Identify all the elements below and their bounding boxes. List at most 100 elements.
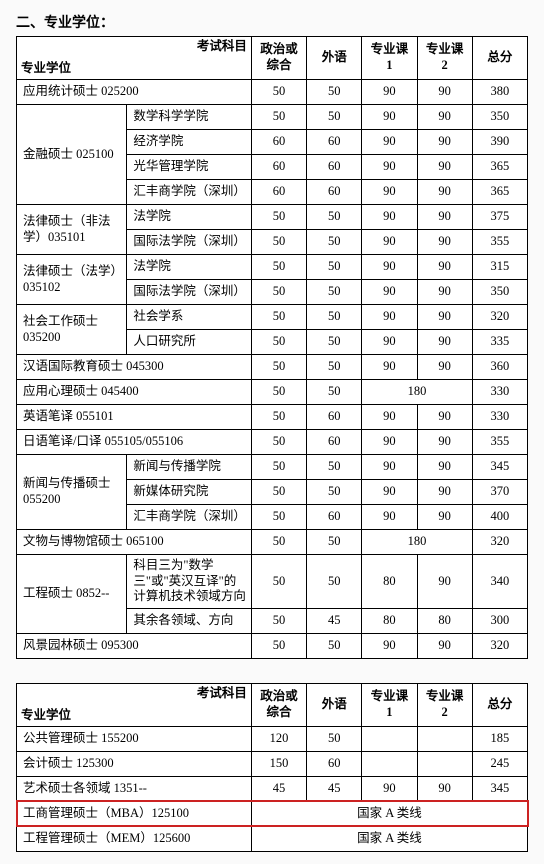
col-major1: 专业课 1 <box>362 683 417 726</box>
table-row: 汉语国际教育硕士 045300 50509090360 <box>17 355 528 380</box>
score-cell: 50 <box>307 726 362 751</box>
degree-cell: 艺术硕士各领域 1351-- <box>17 776 252 801</box>
degree-cell: 风景园林硕士 095300 <box>17 633 252 658</box>
score-cell: 50 <box>251 230 306 255</box>
score-cell: 90 <box>362 130 417 155</box>
score-cell: 90 <box>362 505 417 530</box>
score-cell: 90 <box>362 633 417 658</box>
degree-cell: 法律硕士（法学）035102 <box>17 255 127 305</box>
score-cell <box>417 751 472 776</box>
score-cell: 340 <box>472 555 527 609</box>
degree-cell: 公共管理硕士 155200 <box>17 726 252 751</box>
score-cell: 90 <box>417 205 472 230</box>
score-cell: 90 <box>417 180 472 205</box>
table-row-highlight: 工商管理硕士（MBA）125100 国家 A 类线 <box>17 801 528 826</box>
score-cell: 50 <box>251 305 306 330</box>
score-cell: 50 <box>251 330 306 355</box>
score-cell: 50 <box>251 555 306 609</box>
score-cell: 90 <box>362 480 417 505</box>
table-row: 社会工作硕士 035200 社会学系 50509090320 <box>17 305 528 330</box>
score-cell: 180 <box>362 380 472 405</box>
scores-table-2: 考试科目 专业学位 政治或综合 外语 专业课 1 专业课 2 总分 公共管理硕士… <box>16 683 528 852</box>
score-cell: 90 <box>362 180 417 205</box>
score-cell: 375 <box>472 205 527 230</box>
score-cell: 150 <box>251 751 306 776</box>
score-cell: 90 <box>362 455 417 480</box>
score-cell: 50 <box>251 405 306 430</box>
score-cell: 90 <box>417 355 472 380</box>
col-major2: 专业课 2 <box>417 683 472 726</box>
score-cell: 60 <box>251 130 306 155</box>
score-cell: 90 <box>362 155 417 180</box>
score-cell: 245 <box>472 751 527 776</box>
score-cell: 390 <box>472 130 527 155</box>
col-total: 总分 <box>472 683 527 726</box>
score-cell: 90 <box>362 776 417 801</box>
score-cell: 50 <box>251 480 306 505</box>
degree-cell: 工程管理硕士（MEM）125600 <box>17 826 252 851</box>
score-cell: 50 <box>251 430 306 455</box>
score-cell: 90 <box>417 230 472 255</box>
score-cell: 90 <box>362 355 417 380</box>
score-cell: 90 <box>362 230 417 255</box>
score-cell: 180 <box>362 530 472 555</box>
score-cell: 50 <box>307 330 362 355</box>
score-cell: 45 <box>307 608 362 633</box>
score-cell: 50 <box>251 280 306 305</box>
sub-cell: 数学科学学院 <box>127 105 251 130</box>
score-cell: 90 <box>417 305 472 330</box>
header-diag-top: 考试科目 <box>197 39 247 55</box>
score-cell: 50 <box>307 80 362 105</box>
table-row: 金融硕士 025100 数学科学学院 50509090350 <box>17 105 528 130</box>
score-cell: 80 <box>362 555 417 609</box>
score-cell: 50 <box>251 608 306 633</box>
score-cell: 90 <box>362 205 417 230</box>
score-cell: 50 <box>251 355 306 380</box>
score-cell: 50 <box>307 280 362 305</box>
score-cell: 90 <box>417 255 472 280</box>
table-row: 会计硕士 125300 15060 245 <box>17 751 528 776</box>
sub-cell: 法学院 <box>127 205 251 230</box>
header-diag-bottom: 专业学位 <box>21 708 71 724</box>
degree-cell: 日语笔译/口译 055105/055106 <box>17 430 252 455</box>
degree-cell: 会计硕士 125300 <box>17 751 252 776</box>
col-total: 总分 <box>472 37 527 80</box>
score-cell: 60 <box>307 405 362 430</box>
col-foreign: 外语 <box>307 683 362 726</box>
score-cell: 380 <box>472 80 527 105</box>
score-cell: 90 <box>417 105 472 130</box>
score-cell: 90 <box>362 330 417 355</box>
header-diag-bottom: 专业学位 <box>21 61 71 77</box>
score-cell <box>417 726 472 751</box>
score-cell: 90 <box>417 330 472 355</box>
score-cell: 370 <box>472 480 527 505</box>
score-cell: 90 <box>417 280 472 305</box>
header-diagonal: 考试科目 专业学位 <box>17 37 252 80</box>
table-row: 法律硕士（法学）035102 法学院 50509090315 <box>17 255 528 280</box>
degree-cell: 法律硕士（非法学）035101 <box>17 205 127 255</box>
score-cell: 90 <box>362 405 417 430</box>
score-cell: 60 <box>307 751 362 776</box>
score-cell: 50 <box>307 205 362 230</box>
degree-cell: 英语笔译 055101 <box>17 405 252 430</box>
table-row: 英语笔译 055101 50609090330 <box>17 405 528 430</box>
score-cell: 315 <box>472 255 527 280</box>
degree-cell: 应用心理硕士 045400 <box>17 380 252 405</box>
sub-cell: 汇丰商学院（深圳） <box>127 180 251 205</box>
score-cell: 50 <box>307 633 362 658</box>
score-cell: 320 <box>472 530 527 555</box>
score-cell: 50 <box>251 530 306 555</box>
degree-cell: 新闻与传播硕士 055200 <box>17 455 127 530</box>
degree-cell: 工商管理硕士（MBA）125100 <box>17 801 252 826</box>
score-cell: 80 <box>417 608 472 633</box>
sub-cell: 科目三为"数学三"或"英汉互译"的计算机技术领域方向 <box>127 555 251 609</box>
score-cell: 90 <box>417 455 472 480</box>
score-cell: 50 <box>251 105 306 130</box>
score-cell <box>362 726 417 751</box>
score-cell: 60 <box>251 155 306 180</box>
degree-cell: 社会工作硕士 035200 <box>17 305 127 355</box>
table-row: 应用心理硕士 045400 5050180330 <box>17 380 528 405</box>
score-cell: 90 <box>417 776 472 801</box>
score-cell: 90 <box>362 255 417 280</box>
sub-cell: 汇丰商学院（深圳） <box>127 505 251 530</box>
